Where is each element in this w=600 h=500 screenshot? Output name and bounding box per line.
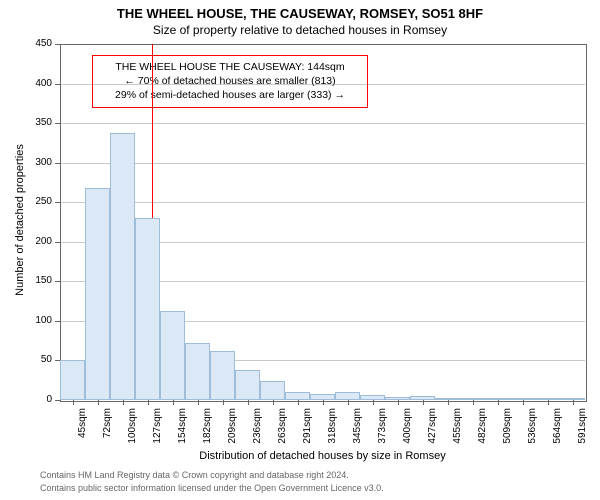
x-tick-label: 455sqm	[452, 408, 463, 454]
x-tick-label: 318sqm	[327, 408, 338, 454]
x-tick-label: 154sqm	[177, 408, 188, 454]
y-tick-label: 250	[26, 196, 52, 207]
x-tick-label: 345sqm	[352, 408, 363, 454]
annotation-box: THE WHEEL HOUSE THE CAUSEWAY: 144sqm ← 7…	[92, 55, 368, 108]
y-tick-label: 300	[26, 157, 52, 168]
x-tick	[148, 400, 149, 405]
x-tick	[223, 400, 224, 405]
x-tick-label: 72sqm	[102, 408, 113, 454]
x-tick	[573, 400, 574, 405]
x-tick-label: 100sqm	[127, 408, 138, 454]
annotation-line-1: THE WHEEL HOUSE THE CAUSEWAY: 144sqm	[99, 60, 361, 74]
footer-line-1: Contains HM Land Registry data © Crown c…	[40, 470, 349, 480]
x-tick-label: 209sqm	[227, 408, 238, 454]
histogram-bar	[235, 370, 260, 400]
x-tick-label: 45sqm	[77, 408, 88, 454]
histogram-bar	[135, 218, 160, 400]
histogram-bar	[110, 133, 135, 400]
histogram-bar	[335, 392, 360, 400]
histogram-bar	[285, 392, 310, 400]
chart-container: THE WHEEL HOUSE, THE CAUSEWAY, ROMSEY, S…	[0, 0, 600, 500]
y-tick	[55, 242, 60, 243]
x-tick-label: 400sqm	[402, 408, 413, 454]
y-tick-label: 350	[26, 117, 52, 128]
x-tick-label: 509sqm	[502, 408, 513, 454]
chart-subtitle: Size of property relative to detached ho…	[0, 23, 600, 37]
y-tick-label: 450	[26, 38, 52, 49]
y-gridline	[60, 84, 585, 85]
x-tick	[323, 400, 324, 405]
y-tick	[55, 44, 60, 45]
x-tick	[248, 400, 249, 405]
x-tick-label: 373sqm	[377, 408, 388, 454]
y-axis-label: Number of detached properties	[14, 130, 26, 310]
histogram-bar	[160, 311, 185, 400]
x-tick	[473, 400, 474, 405]
x-tick	[523, 400, 524, 405]
annotation-line-2: ← 70% of detached houses are smaller (81…	[99, 74, 361, 88]
y-gridline	[60, 163, 585, 164]
x-tick	[123, 400, 124, 405]
y-tick-label: 50	[26, 354, 52, 365]
x-tick	[548, 400, 549, 405]
x-tick	[298, 400, 299, 405]
chart-title: THE WHEEL HOUSE, THE CAUSEWAY, ROMSEY, S…	[0, 6, 600, 21]
x-tick	[373, 400, 374, 405]
y-tick-label: 0	[26, 394, 52, 405]
y-tick	[55, 360, 60, 361]
y-tick	[55, 321, 60, 322]
annotation-line-3: 29% of semi-detached houses are larger (…	[99, 88, 361, 102]
footer-line-2: Contains public sector information licen…	[40, 483, 384, 493]
x-tick	[273, 400, 274, 405]
x-tick-label: 536sqm	[527, 408, 538, 454]
x-tick-label: 182sqm	[202, 408, 213, 454]
y-tick-label: 100	[26, 315, 52, 326]
y-tick	[55, 123, 60, 124]
y-tick-label: 150	[26, 275, 52, 286]
y-tick-label: 400	[26, 78, 52, 89]
x-tick-label: 291sqm	[302, 408, 313, 454]
x-tick	[173, 400, 174, 405]
y-tick	[55, 202, 60, 203]
x-tick-label: 564sqm	[552, 408, 563, 454]
x-tick-label: 263sqm	[277, 408, 288, 454]
y-tick	[55, 400, 60, 401]
x-tick-label: 236sqm	[252, 408, 263, 454]
histogram-bar	[260, 381, 285, 400]
x-tick	[423, 400, 424, 405]
x-tick	[73, 400, 74, 405]
x-tick	[348, 400, 349, 405]
x-tick	[98, 400, 99, 405]
histogram-bar	[210, 351, 235, 400]
y-gridline	[60, 123, 585, 124]
x-tick	[448, 400, 449, 405]
histogram-bar	[185, 343, 210, 400]
x-tick	[498, 400, 499, 405]
y-gridline	[60, 202, 585, 203]
histogram-bar	[60, 360, 85, 400]
histogram-bar	[85, 188, 110, 400]
y-tick	[55, 84, 60, 85]
y-tick	[55, 281, 60, 282]
x-tick-label: 127sqm	[152, 408, 163, 454]
y-tick	[55, 163, 60, 164]
x-tick-label: 591sqm	[577, 408, 588, 454]
x-tick	[398, 400, 399, 405]
x-tick-label: 427sqm	[427, 408, 438, 454]
y-tick-label: 200	[26, 236, 52, 247]
x-tick	[198, 400, 199, 405]
x-tick-label: 482sqm	[477, 408, 488, 454]
